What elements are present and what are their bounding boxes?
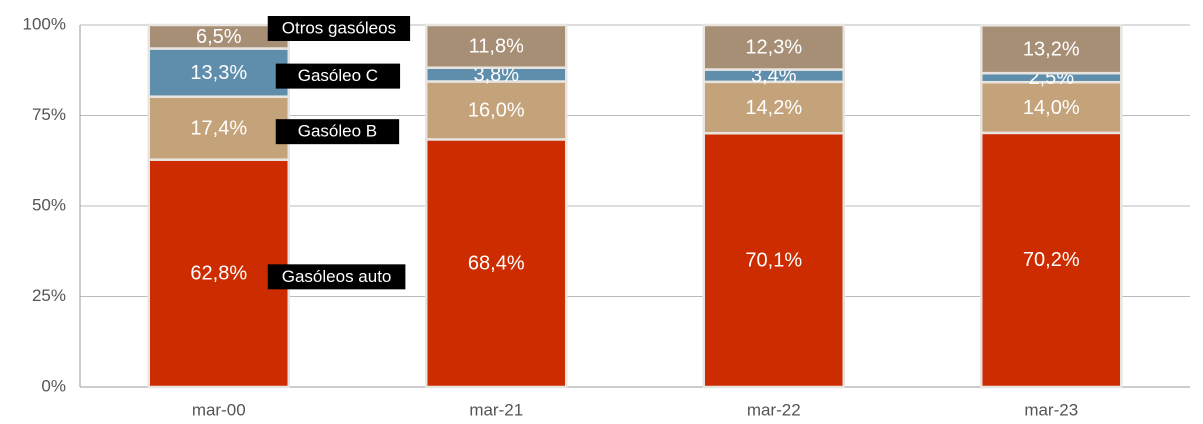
bar-segment <box>980 24 1123 75</box>
bar-segment <box>702 131 845 389</box>
data-label: 70,1% <box>745 249 802 271</box>
data-label: 13,2% <box>1023 39 1080 61</box>
data-label: 17,4% <box>190 117 247 139</box>
legend-label: Otros gasóleos <box>282 18 396 37</box>
y-tick-label: 25% <box>32 286 66 305</box>
bar-segment <box>147 47 290 98</box>
legend-label: Gasóleo C <box>298 66 378 85</box>
data-label: 68,4% <box>468 252 525 274</box>
bar-segment <box>980 80 1123 135</box>
bar-segment <box>147 158 290 389</box>
legend-box <box>267 264 406 290</box>
legend-label: Gasóleos auto <box>282 267 392 286</box>
bar-segment <box>425 23 568 69</box>
data-label: 13,3% <box>190 62 247 84</box>
legend-item: Gasóleo B <box>275 119 400 145</box>
x-tick-label: mar-22 <box>747 400 801 419</box>
x-tick-label: mar-23 <box>1024 400 1078 419</box>
data-label: 3,8% <box>473 64 519 86</box>
data-label: 11,8% <box>469 36 524 58</box>
y-tick-label: 100% <box>23 14 66 33</box>
bar-segment <box>425 80 568 141</box>
y-tick-label: 50% <box>32 195 66 214</box>
data-label: 16,0% <box>468 100 525 122</box>
bar-segment <box>702 23 845 71</box>
legend-box <box>275 63 401 89</box>
y-tick-label: 75% <box>32 105 66 124</box>
legend-item: Otros gasóleos <box>267 16 411 41</box>
legend-item: Gasóleos auto <box>267 264 406 290</box>
data-label: 70,2% <box>1023 249 1080 271</box>
data-label: 62,8% <box>190 263 247 285</box>
x-tick-label: mar-21 <box>469 400 523 419</box>
legend-box <box>267 16 411 41</box>
x-tick-label: mar-00 <box>192 400 246 419</box>
legend-label: Gasóleo B <box>298 122 377 141</box>
y-tick-label: 0% <box>41 376 66 395</box>
data-label: 14,0% <box>1023 97 1080 119</box>
legend-item: Gasóleo C <box>275 63 401 89</box>
bar-segment <box>980 131 1123 389</box>
data-label: 6,5% <box>196 26 242 48</box>
data-label: 14,2% <box>745 97 802 119</box>
legend-box <box>275 119 400 145</box>
data-label: 12,3% <box>745 37 802 59</box>
bar-segment <box>702 80 845 135</box>
